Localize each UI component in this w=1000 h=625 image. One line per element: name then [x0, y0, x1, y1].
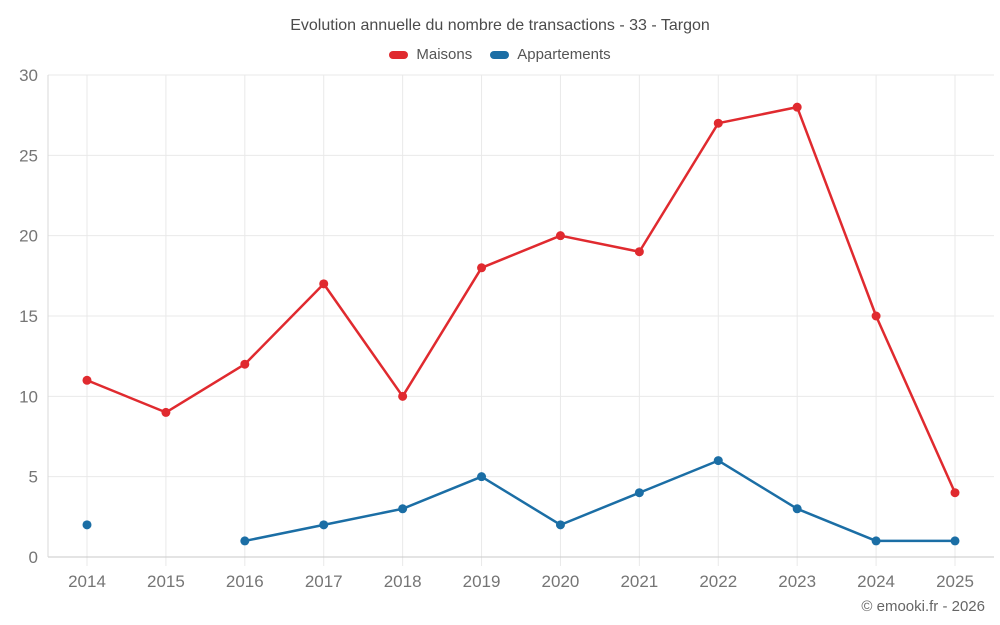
- chart-title: Evolution annuelle du nombre de transact…: [290, 17, 710, 34]
- x-tick-label-2024: 2024: [857, 572, 895, 591]
- data-point-appartements-2017[interactable]: [319, 520, 329, 530]
- x-tick-label-2022: 2022: [699, 572, 737, 591]
- data-point-maisons-2016[interactable]: [240, 359, 250, 369]
- x-tick-label-2015: 2015: [147, 572, 185, 591]
- legend-swatch-appartements: [490, 50, 510, 59]
- footer-credit: © emooki.fr - 2026: [861, 598, 985, 615]
- legend-swatch-maisons: [389, 50, 409, 59]
- data-point-maisons-2019[interactable]: [477, 263, 487, 273]
- data-point-appartements-2022[interactable]: [713, 456, 723, 466]
- legend-label-appartements: Appartements: [517, 46, 611, 63]
- data-point-maisons-2022[interactable]: [713, 118, 723, 128]
- data-point-maisons-2024[interactable]: [871, 311, 881, 321]
- y-tick-label-10: 10: [19, 387, 38, 406]
- data-point-appartements-2025[interactable]: [950, 536, 960, 546]
- legend-item-maisons[interactable]: Maisons: [389, 46, 472, 63]
- x-tick-label-2014: 2014: [68, 572, 106, 591]
- legend-label-maisons: Maisons: [416, 46, 473, 63]
- data-point-appartements-2024[interactable]: [871, 536, 881, 546]
- data-point-appartements-2014[interactable]: [82, 520, 92, 530]
- x-tick-label-2016: 2016: [226, 572, 264, 591]
- data-point-appartements-2023[interactable]: [792, 504, 802, 514]
- data-point-maisons-2023[interactable]: [792, 102, 802, 112]
- y-tick-label-0: 0: [29, 548, 38, 567]
- series-line-appartements: [243, 459, 957, 543]
- data-point-maisons-2018[interactable]: [398, 391, 408, 401]
- legend: Maisons Appartements: [0, 46, 1000, 63]
- data-point-appartements-2016[interactable]: [240, 536, 250, 546]
- x-tick-label-2017: 2017: [305, 572, 343, 591]
- y-tick-label-5: 5: [29, 468, 38, 487]
- data-point-appartements-2019[interactable]: [477, 472, 487, 482]
- data-point-maisons-2020[interactable]: [555, 231, 565, 241]
- y-tick-label-30: 30: [19, 66, 38, 85]
- data-point-appartements-2020[interactable]: [555, 520, 565, 530]
- x-tick-label-2023: 2023: [778, 572, 816, 591]
- x-tick-label-2025: 2025: [936, 572, 974, 591]
- data-point-maisons-2021[interactable]: [634, 247, 644, 257]
- x-tick-label-2019: 2019: [463, 572, 501, 591]
- y-tick-label-20: 20: [19, 227, 38, 246]
- x-tick-label-2020: 2020: [542, 572, 580, 591]
- data-point-appartements-2018[interactable]: [398, 504, 408, 514]
- series-line-maisons: [85, 105, 957, 494]
- y-tick-label-25: 25: [19, 146, 38, 165]
- x-tick-label-2018: 2018: [384, 572, 422, 591]
- data-point-maisons-2017[interactable]: [319, 279, 329, 289]
- data-point-maisons-2015[interactable]: [161, 407, 171, 417]
- legend-item-appartements[interactable]: Appartements: [490, 46, 611, 63]
- y-tick-label-15: 15: [19, 307, 38, 326]
- data-point-maisons-2025[interactable]: [950, 488, 960, 498]
- data-point-appartements-2021[interactable]: [634, 488, 644, 498]
- x-tick-label-2021: 2021: [620, 572, 658, 591]
- data-point-maisons-2014[interactable]: [82, 375, 92, 385]
